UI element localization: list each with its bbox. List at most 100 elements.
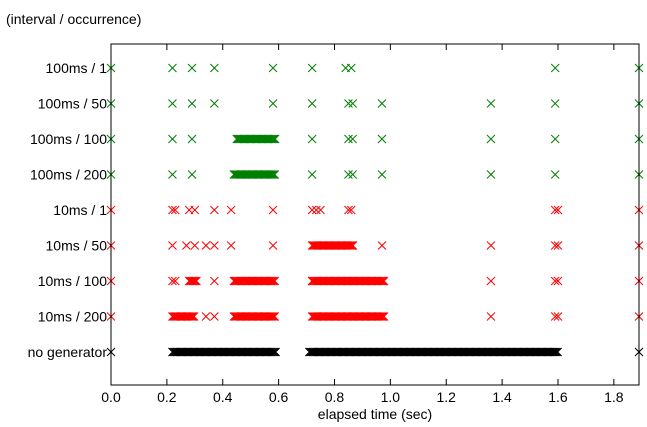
data-point (210, 276, 219, 286)
data-point (168, 241, 177, 250)
data-point (187, 99, 197, 108)
y-tick-label: 100ms / 50 (38, 96, 107, 112)
data-point (486, 99, 496, 108)
data-point (307, 170, 317, 179)
data-point (553, 205, 563, 215)
data-point (486, 312, 496, 321)
data-point (269, 170, 278, 179)
data-point (348, 241, 358, 250)
data-point (550, 63, 560, 73)
data-point (376, 276, 385, 286)
x-tick-label: 1.6 (548, 389, 568, 405)
data-point (190, 276, 200, 286)
data-point (190, 241, 200, 250)
data-point (266, 312, 276, 321)
x-tick-label: 1.0 (381, 389, 401, 405)
data-point (170, 276, 180, 286)
data-point (268, 241, 278, 250)
data-point (168, 276, 177, 286)
data-point (378, 312, 388, 321)
data-point (168, 134, 177, 144)
data-point (182, 241, 191, 250)
data-point (552, 347, 561, 357)
data-point (344, 205, 353, 215)
data-point (550, 312, 560, 321)
y-tick-label: 10ms / 100 (38, 273, 107, 289)
data-point (190, 205, 200, 215)
data-point (377, 312, 387, 321)
x-axis-ticks: 0.0 0.2 0.4 0.6 0.8 1.0 1.2 1.4 1.6 1.8 (101, 44, 624, 405)
data-point (266, 170, 276, 179)
data-point (311, 205, 321, 215)
data-point (316, 205, 325, 215)
x-tick-label: 1.4 (492, 389, 512, 405)
data-point (210, 241, 219, 250)
x-tick-label: 0.4 (213, 389, 233, 405)
data-point (270, 312, 280, 321)
data-point (186, 312, 195, 321)
data-point (344, 99, 353, 108)
data-point (307, 63, 317, 73)
y-tick-label: no generator (28, 344, 108, 360)
data-point (189, 276, 199, 286)
plot-marks (106, 63, 644, 357)
data-point (550, 134, 560, 144)
data-point (379, 276, 389, 286)
data-point (348, 170, 358, 179)
data-point (168, 205, 177, 215)
x-tick-label: 0.0 (101, 389, 121, 405)
data-point (192, 276, 201, 286)
data-point (553, 276, 563, 286)
data-point (188, 312, 198, 321)
data-point (486, 134, 496, 144)
data-point (348, 134, 358, 144)
data-point (379, 312, 389, 321)
data-point (376, 312, 385, 321)
data-point (201, 241, 211, 250)
data-point (168, 170, 177, 179)
data-point (188, 276, 198, 286)
data-point (307, 205, 317, 215)
data-point (268, 347, 278, 357)
data-point (307, 99, 317, 108)
y-tick-label: 100ms / 100 (30, 131, 107, 147)
data-point (267, 347, 277, 357)
data-point (270, 347, 279, 357)
data-point (187, 312, 197, 321)
x-tick-label: 0.2 (157, 389, 177, 405)
data-point (344, 241, 354, 250)
data-point (269, 276, 278, 286)
data-point (307, 134, 317, 144)
data-point (486, 276, 496, 286)
data-point (267, 170, 277, 179)
data-point (210, 205, 219, 215)
data-point (553, 312, 563, 321)
data-point (550, 205, 560, 215)
data-point (269, 312, 278, 321)
data-point (550, 276, 560, 286)
data-point (170, 205, 180, 215)
data-point (377, 241, 387, 250)
data-point (269, 134, 279, 144)
data-point (201, 312, 211, 321)
data-point (187, 63, 197, 73)
data-point (270, 276, 280, 286)
data-point (344, 170, 353, 179)
data-point (266, 276, 276, 286)
data-point (210, 99, 219, 108)
y-tick-label: 10ms / 1 (53, 202, 107, 218)
x-tick-label: 0.6 (269, 389, 289, 405)
data-point (553, 347, 563, 357)
data-point (346, 205, 356, 215)
data-point (189, 312, 199, 321)
data-point (377, 134, 387, 144)
data-point (347, 241, 357, 250)
data-point (268, 134, 278, 144)
data-point (550, 170, 560, 179)
data-point (377, 99, 387, 108)
data-point (549, 347, 559, 357)
data-point (187, 134, 197, 144)
y-tick-label: 100ms / 1 (46, 60, 108, 76)
data-point (268, 63, 278, 73)
data-point (486, 241, 496, 250)
